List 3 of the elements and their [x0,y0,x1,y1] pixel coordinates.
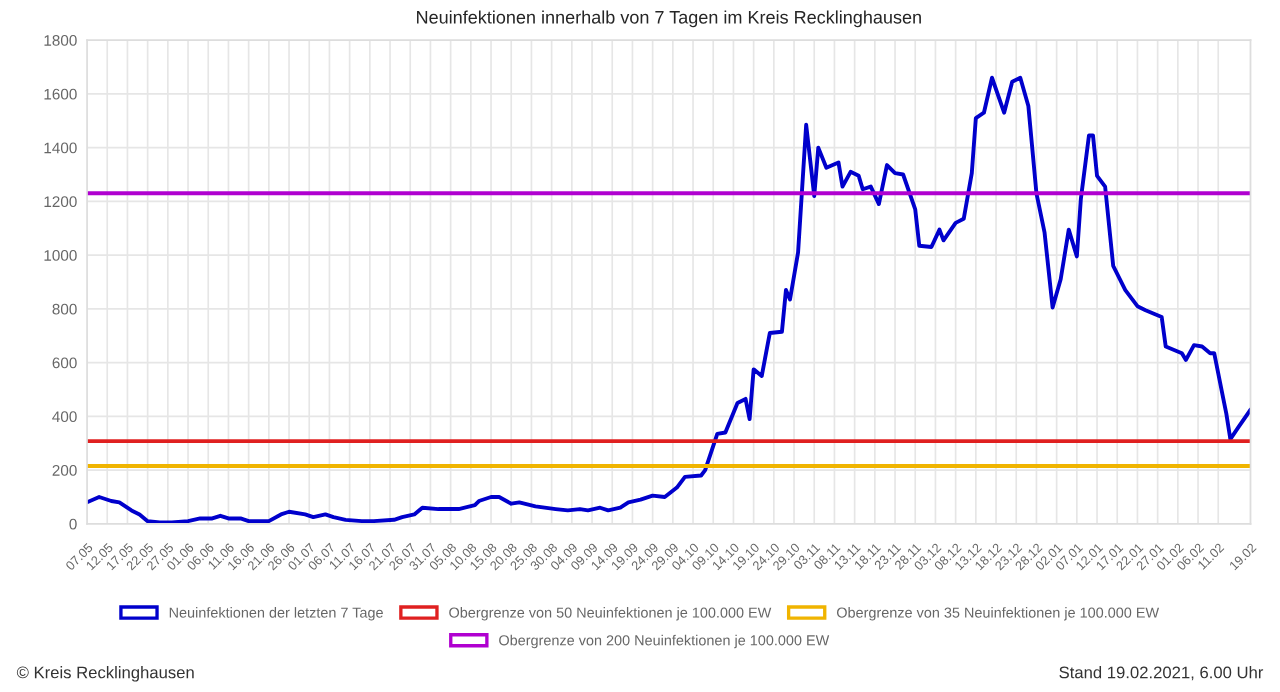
text: Stand 19.02.2021, 6.00 Uhr [1059,666,1264,681]
text: © Kreis Recklinghausen [16,666,194,682]
chart-title: Neuinfektionen innerhalb von 7 Tagen im Kreis Recklinghausen [417,10,921,28]
